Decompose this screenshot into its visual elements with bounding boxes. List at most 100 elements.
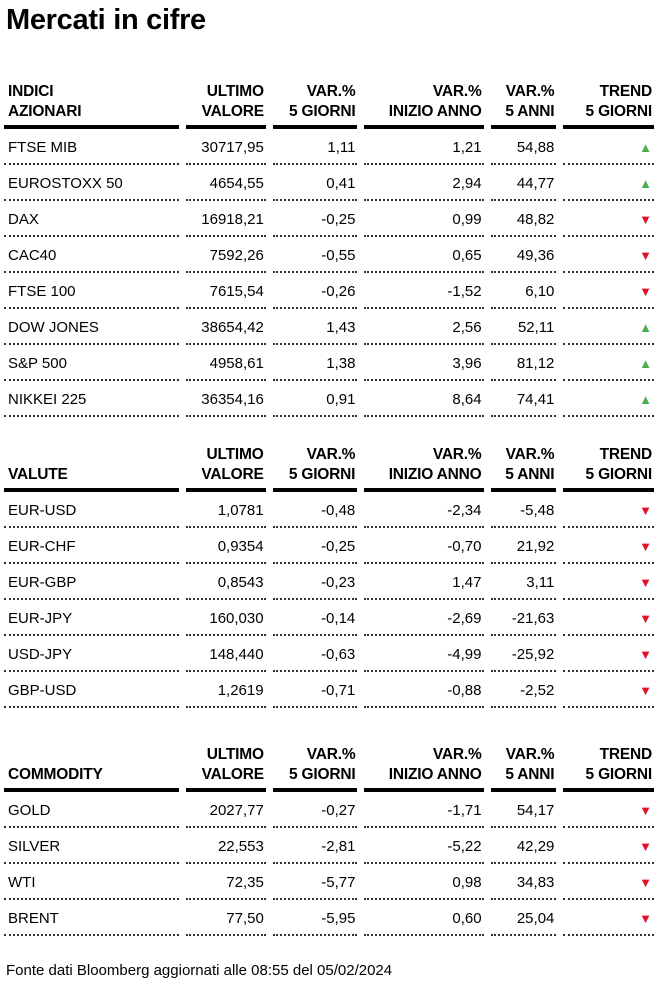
cell: 52,11 xyxy=(490,309,557,345)
trend-cell: ▼ xyxy=(563,237,654,273)
cell: -5,48 xyxy=(490,492,557,528)
cell: 6,10 xyxy=(490,273,557,309)
col-header-ultimo: ULTIMO VALORE xyxy=(186,82,266,129)
cell: FTSE MIB xyxy=(4,129,180,165)
cell: 54,88 xyxy=(490,129,557,165)
table-valute: VALUTE ULTIMO VALORE VAR.% 5 GIORNI VAR.% INIZ… xyxy=(0,445,661,708)
col-header-trend: TREND 5 GIORNI xyxy=(563,445,654,492)
header-line: VAR.% xyxy=(306,83,356,100)
triangle-down-icon: ▼ xyxy=(639,283,652,299)
cell: -1,71 xyxy=(364,792,484,828)
cell: 0,41 xyxy=(272,165,358,201)
cell: 1,11 xyxy=(272,129,358,165)
cell: -5,95 xyxy=(272,900,358,936)
header-line: VAR.% xyxy=(432,746,482,763)
cell: -4,99 xyxy=(364,636,484,672)
table-row: FTSE MIB 30717,95 1,11 1,21 54,88 ▲ xyxy=(4,129,654,165)
cell: 25,04 xyxy=(490,900,557,936)
cell: -0,27 xyxy=(272,792,358,828)
section-title: VALUTE xyxy=(4,445,179,492)
cell: 48,82 xyxy=(490,201,557,237)
cell: EUR-CHF xyxy=(4,528,179,564)
table-row: SILVER 22,553 -2,81 -5,22 42,29 ▼ xyxy=(4,828,654,864)
triangle-down-icon: ▼ xyxy=(639,682,652,698)
trend-cell: ▼ xyxy=(563,864,654,900)
header-line: VAR.% xyxy=(432,83,482,100)
cell: 81,12 xyxy=(490,345,557,381)
col-header-varanno: VAR.% INIZIO ANNO xyxy=(364,745,484,792)
cell: -2,81 xyxy=(272,828,358,864)
cell: 4654,55 xyxy=(186,165,266,201)
cell: -2,34 xyxy=(364,492,484,528)
table-row: EUR-USD 1,0781 -0,48 -2,34 -5,48 ▼ xyxy=(4,492,654,528)
cell: 1,2619 xyxy=(185,672,266,708)
cell: 16918,21 xyxy=(186,201,266,237)
cell: 7592,26 xyxy=(186,237,266,273)
table-row: GOLD 2027,77 -0,27 -1,71 54,17 ▼ xyxy=(4,792,654,828)
cell: 2,56 xyxy=(364,309,484,345)
cell: -0,48 xyxy=(272,492,358,528)
triangle-up-icon: ▲ xyxy=(639,391,652,407)
title-line: INDICI xyxy=(8,83,54,100)
cell: -0,88 xyxy=(364,672,484,708)
title-line: AZIONARI xyxy=(8,103,82,120)
section-title: COMMODITY xyxy=(4,745,180,792)
cell: 160,030 xyxy=(185,600,266,636)
title-line: COMMODITY xyxy=(8,766,103,783)
cell: DOW JONES xyxy=(4,309,180,345)
triangle-down-icon: ▼ xyxy=(639,211,652,227)
trend-cell: ▼ xyxy=(563,672,654,708)
header-line: 5 GIORNI xyxy=(288,466,356,483)
cell: EUROSTOXX 50 xyxy=(4,165,180,201)
cell: 30717,95 xyxy=(186,129,266,165)
cell: -0,23 xyxy=(272,564,358,600)
cell: EUR-USD xyxy=(4,492,179,528)
cell: -2,52 xyxy=(490,672,557,708)
table-row: EUROSTOXX 50 4654,55 0,41 2,94 44,77 ▲ xyxy=(4,165,654,201)
cell: 1,38 xyxy=(272,345,358,381)
triangle-down-icon: ▼ xyxy=(639,874,652,890)
header-line: VALORE xyxy=(201,466,264,483)
header-line: TREND xyxy=(599,446,653,463)
col-header-var5a: VAR.% 5 ANNI xyxy=(490,82,557,129)
triangle-down-icon: ▼ xyxy=(639,610,652,626)
table-row: DOW JONES 38654,42 1,43 2,56 52,11 ▲ xyxy=(4,309,654,345)
table-row: EUR-JPY 160,030 -0,14 -2,69 -21,63 ▼ xyxy=(4,600,654,636)
page-title: Mercati in cifre xyxy=(6,4,206,36)
cell: 1,0781 xyxy=(185,492,266,528)
col-header-var5a: VAR.% 5 ANNI xyxy=(490,445,557,492)
header-line: 5 GIORNI xyxy=(585,466,653,483)
cell: -0,71 xyxy=(272,672,358,708)
trend-cell: ▼ xyxy=(563,792,654,828)
table-row: S&P 500 4958,61 1,38 3,96 81,12 ▲ xyxy=(4,345,654,381)
header-line: 5 GIORNI xyxy=(585,766,653,783)
header-line: VAR.% xyxy=(505,746,555,763)
triangle-down-icon: ▼ xyxy=(639,502,652,518)
cell: 3,96 xyxy=(364,345,484,381)
cell: 22,553 xyxy=(186,828,266,864)
cell: EUR-JPY xyxy=(4,600,179,636)
cell: 2,94 xyxy=(364,165,484,201)
triangle-down-icon: ▼ xyxy=(639,802,652,818)
header-line: 5 ANNI xyxy=(505,103,555,120)
cell: 0,9354 xyxy=(185,528,266,564)
cell: 34,83 xyxy=(490,864,557,900)
cell: 0,60 xyxy=(364,900,484,936)
header-row: COMMODITY ULTIMO VALORE VAR.% 5 GIORNI VAR.% I… xyxy=(4,745,654,792)
cell: 72,35 xyxy=(186,864,266,900)
cell: -1,52 xyxy=(364,273,484,309)
cell: -0,26 xyxy=(272,273,358,309)
header-line: VALORE xyxy=(201,103,264,120)
cell: 0,99 xyxy=(364,201,484,237)
cell: -0,55 xyxy=(272,237,358,273)
table-row: CAC40 7592,26 -0,55 0,65 49,36 ▼ xyxy=(4,237,654,273)
table-row: WTI 72,35 -5,77 0,98 34,83 ▼ xyxy=(4,864,654,900)
cell: -21,63 xyxy=(490,600,557,636)
cell: S&P 500 xyxy=(4,345,180,381)
trend-cell: ▲ xyxy=(563,165,654,201)
header-line: ULTIMO xyxy=(206,446,264,463)
table-row: GBP-USD 1,2619 -0,71 -0,88 -2,52 ▼ xyxy=(4,672,654,708)
triangle-down-icon: ▼ xyxy=(639,838,652,854)
header-line: ULTIMO xyxy=(206,83,264,100)
cell: -25,92 xyxy=(490,636,557,672)
